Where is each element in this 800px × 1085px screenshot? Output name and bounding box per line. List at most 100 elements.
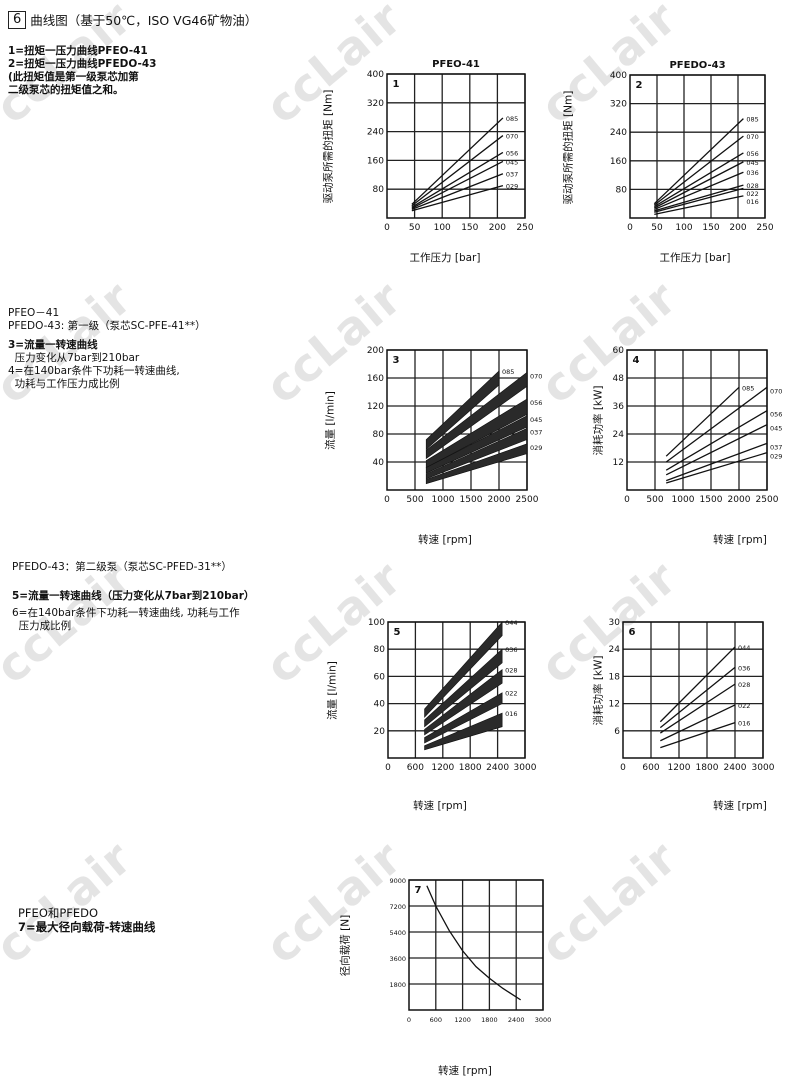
series-line-029 [411, 184, 504, 212]
y-axis-label: 消耗功率 [kW] [592, 655, 605, 726]
x-tick-label: 2500 [756, 495, 779, 505]
x-tick-label: 0 [385, 763, 391, 773]
series-label: 036 [746, 169, 758, 177]
series-line-036 [659, 666, 736, 729]
y-tick-label: 320 [610, 100, 627, 110]
series-line-029 [666, 452, 768, 484]
x-tick-label: 1200 [668, 763, 691, 773]
y-tick-label: 24 [613, 430, 625, 440]
series-line-056 [411, 151, 504, 208]
plot-frame [622, 621, 764, 759]
series-line-028 [659, 683, 736, 734]
series-line-085 [653, 118, 744, 205]
x-tick-label: 1000 [432, 495, 455, 505]
series-label: 022 [746, 190, 758, 198]
y-tick-label: 1800 [389, 981, 406, 989]
series-label: 029 [530, 444, 542, 452]
y-tick-label: 240 [367, 128, 384, 138]
series-label: 016 [505, 710, 517, 718]
series-label: 045 [530, 416, 542, 424]
description-block-4: PFEO和PFEDO 7=最大径向载荷-转速曲线 [18, 906, 155, 934]
series-label: 036 [505, 646, 517, 654]
section-title: 曲线图（基于50℃，ISO VG46矿物油） [30, 13, 258, 28]
x-tick-label: 150 [702, 223, 719, 233]
x-tick-label: 1500 [700, 495, 723, 505]
x-tick-label: 0 [624, 495, 630, 505]
x-tick-label: 500 [406, 495, 423, 505]
y-tick-label: 20 [374, 727, 386, 737]
series-label: 037 [506, 171, 518, 179]
series-band-037 [425, 427, 528, 480]
text-line: 压力成比例 [12, 620, 72, 632]
x-tick-label: 2400 [724, 763, 747, 773]
series-label: 044 [505, 619, 517, 627]
x-tick-label: 1800 [481, 1016, 498, 1024]
series-band-045 [425, 415, 528, 474]
y-tick-label: 100 [368, 618, 385, 628]
text-line: 7=最大径向载荷-转速曲线 [18, 920, 156, 934]
y-tick-label: 18 [609, 672, 621, 682]
y-tick-label: 60 [613, 346, 625, 356]
y-axis-label: 消耗功率 [kW] [592, 385, 605, 456]
description-block-2: PFEO－41 PFEDO-43: 第一级（泵芯SC-PFE-41**） 3=流… [8, 307, 206, 391]
series-band-070 [425, 371, 528, 460]
x-tick-label: 1200 [431, 763, 454, 773]
plot-frame [629, 74, 766, 219]
series-band-056 [425, 398, 528, 469]
chart-number: 7 [415, 885, 422, 896]
series-band-022 [424, 692, 503, 744]
series-label: 037 [770, 443, 782, 451]
series-label: 028 [505, 667, 517, 675]
text-line: 二级泵芯的扭矩值之和。 [8, 84, 124, 96]
y-tick-label: 80 [616, 185, 628, 195]
x-tick-label: 100 [675, 223, 692, 233]
x-tick-label: 2400 [486, 763, 509, 773]
series-line-037 [665, 442, 768, 482]
x-tick-label: 2400 [508, 1016, 525, 1024]
series-line-045 [654, 161, 744, 209]
series-label: 085 [502, 368, 514, 376]
y-tick-label: 5400 [389, 929, 406, 937]
x-tick-label: 2500 [516, 495, 539, 505]
y-tick-label: 160 [367, 156, 384, 166]
text-line: 5=流量一转速曲线（压力变化从7bar到210bar） [12, 590, 255, 602]
x-axis-label: 转速 [rpm] [418, 534, 472, 546]
x-tick-label: 600 [407, 763, 424, 773]
series-label: 056 [770, 411, 782, 419]
y-tick-label: 36 [613, 402, 625, 412]
x-tick-label: 0 [384, 495, 390, 505]
series-band-029 [425, 443, 528, 485]
series-label: 056 [530, 399, 542, 407]
section-number: 6 [8, 10, 27, 29]
plot-frame [408, 879, 544, 1011]
x-tick-label: 1200 [454, 1016, 471, 1024]
y-tick-label: 12 [613, 458, 624, 468]
x-tick-label: 3000 [535, 1016, 552, 1024]
series-label: 016 [746, 198, 758, 206]
x-tick-label: 200 [729, 223, 746, 233]
x-axis-label: 转速 [rpm] [438, 1065, 492, 1077]
y-tick-label: 320 [367, 99, 384, 109]
x-tick-label: 200 [489, 223, 506, 233]
x-tick-label: 50 [651, 223, 663, 233]
series-line-085 [411, 117, 504, 205]
series-band-044 [424, 621, 503, 718]
chart-number: 3 [393, 355, 400, 366]
series-band-036 [424, 648, 503, 728]
y-tick-label: 60 [374, 672, 386, 682]
y-tick-label: 3600 [389, 955, 406, 963]
y-axis-label: 驱动泵所需的扭矩 [Nm] [322, 89, 335, 204]
series-label: 037 [530, 428, 542, 436]
y-tick-label: 7200 [389, 903, 406, 911]
x-axis-label: 转速 [rpm] [413, 800, 467, 812]
x-tick-label: 1000 [672, 495, 695, 505]
series-band-028 [424, 668, 503, 736]
series-label: 056 [746, 150, 758, 158]
chart-number: 1 [393, 79, 400, 90]
y-axis-label: 径向载荷 [N] [339, 914, 352, 977]
y-tick-label: 80 [373, 430, 385, 440]
x-tick-label: 1800 [459, 763, 482, 773]
series-label: 029 [506, 183, 518, 191]
chart-title: PFEO-41 [432, 59, 480, 70]
